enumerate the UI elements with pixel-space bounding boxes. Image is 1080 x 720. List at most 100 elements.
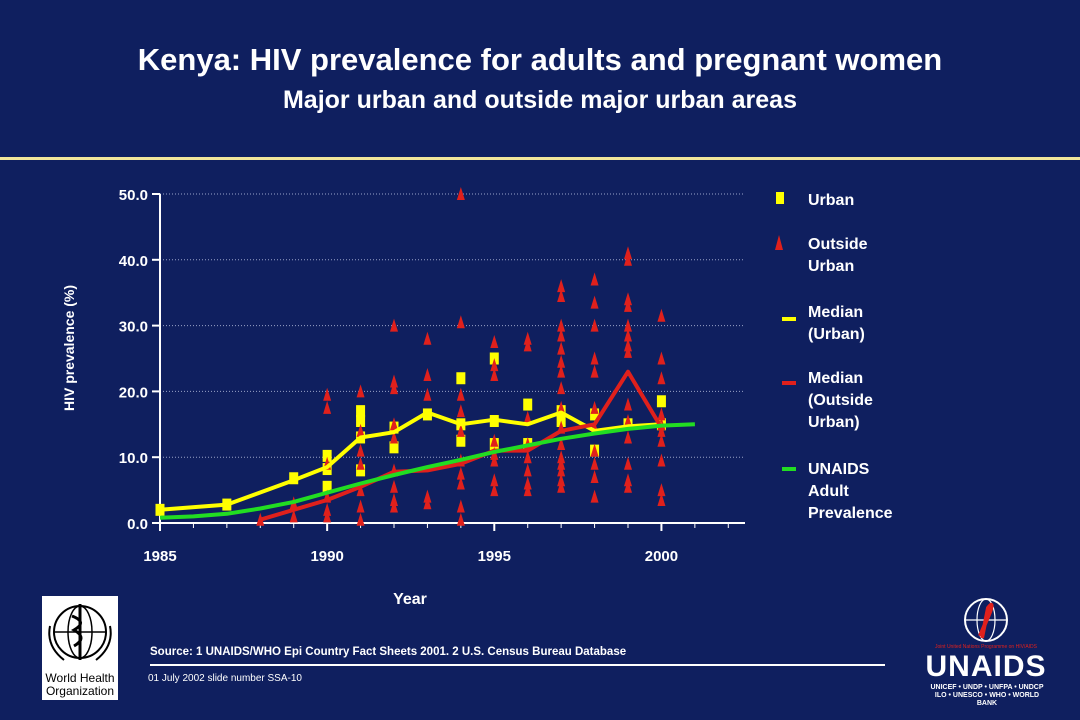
outside-urban-point [490,433,499,447]
y-axis-label: HIV prevalence (%) [61,285,77,411]
outside-urban-point [456,512,465,526]
outside-urban-point [657,423,666,437]
outside-urban-point [624,298,632,312]
urban-point [389,441,399,454]
legend-median-urban-label: Median (Urban) [808,302,865,346]
legend-unaids-line3: Prevalence [808,505,893,522]
outside-urban-point [590,443,599,457]
x-axis-label: Year [393,591,427,608]
axes [152,193,745,531]
who-name: World Health Organization [42,672,118,698]
legend-unaids-swatch [782,467,796,471]
urban-point [356,464,366,477]
outside-urban-point [390,479,398,493]
outside-urban-point [624,344,632,358]
outside-urban-point [590,469,599,483]
outside-urban-point [390,430,398,444]
legend-outside-urban-label: Outside Urban [808,234,868,278]
legend-unaids-line2: Adult [808,483,849,500]
outside-urban-point [390,381,398,395]
outside-urban-point [590,351,599,365]
outside-urban-point [423,489,432,503]
urban-point [322,449,332,462]
legend-median-outside-line2: (Outside [808,392,873,409]
legend-median-urban-swatch [782,317,796,321]
outside-urban-point [456,476,465,490]
legend-outside-urban-marker [775,235,783,250]
legend-median-outside-swatch [782,381,796,385]
outside-urban-point [624,456,632,470]
outside-urban-point [390,492,398,506]
urban-point [356,405,366,418]
outside-urban-point [657,483,666,497]
outside-urban-point [456,423,465,437]
outside-urban-point [456,404,465,418]
outside-urban-point [657,433,666,447]
legend-median-outside-line3: Urban) [808,414,860,431]
outside-urban-point [456,187,465,200]
source-note: Source: 1 UNAIDS/WHO Epi Country Fact Sh… [150,646,627,658]
outside-urban-point [557,341,566,355]
outside-urban-point [624,292,632,306]
legend-outside-urban-line2: Urban [808,258,855,275]
urban-point [155,503,165,516]
outside-urban-point [490,335,499,349]
outside-urban-point [557,328,566,342]
outside-urban-point [557,456,566,470]
outside-urban-point [624,479,632,493]
outside-urban-point [323,502,332,516]
outside-urban-point [423,387,432,401]
outside-urban-point [456,466,465,480]
unaids-logo: Joint United Nations Programme on HIV/AI… [922,596,1050,707]
legend-median-urban-line2: (Urban) [808,326,865,343]
outside-urban-point [657,407,666,421]
tick-labels: 0.0 10.0 20.0 30.0 40.0 50.0 1985 1990 1995 2000 [119,187,678,565]
outside-urban-point [523,331,532,345]
outside-urban-point [456,315,465,329]
outside-urban-point [557,364,566,378]
y-tick-label: 30.0 [119,319,148,336]
outside-urban-point [490,453,499,467]
y-tick-label: 20.0 [119,384,148,401]
outside-urban-point [456,387,465,401]
outside-urban-point [323,509,332,523]
outside-urban-point [557,400,566,414]
outside-urban-point [557,463,566,477]
outside-urban-point [423,331,432,345]
outside-urban-point [323,400,332,414]
median-urban-line [159,410,662,512]
outside-urban-point [590,400,599,414]
outside-urban-point [624,338,632,352]
who-name-line2: Organization [45,684,115,698]
outside-urban-point [356,384,365,398]
legend-median-urban-line1: Median [808,304,864,321]
outside-urban-point [557,473,566,487]
legend-outside-urban-line1: Outside [808,236,868,253]
outside-urban-point [557,279,566,293]
who-emblem-icon [48,604,112,661]
x-tick-label: 1995 [478,548,511,565]
unaids-emblem-icon [964,598,1008,642]
who-name-line1: World Health [45,671,115,685]
outside-urban-point [390,499,398,513]
outside-urban-point [490,367,499,381]
outside-urban-point [557,354,566,368]
unaids-prevalence-line [159,422,695,520]
outside-urban-point [323,387,332,401]
outside-urban-point [657,492,666,506]
outside-urban-point [557,381,566,395]
source-divider [150,664,885,666]
legend-urban-label: Urban [808,190,854,212]
outside-urban-point [557,318,566,332]
chart-title: Kenya: HIV prevalence for adults and pre… [137,42,943,77]
urban-point [322,480,332,493]
outside-urban-point [590,456,599,470]
outside-urban-point [423,496,432,510]
outside-urban-point [523,483,532,497]
outside-urban-point [523,338,532,352]
outside-urban-point [657,371,666,385]
x-tick-label: 2000 [645,548,678,565]
y-tick-label: 40.0 [119,253,148,270]
outside-urban-point [624,414,632,428]
y-tick-label: 50.0 [119,187,148,204]
